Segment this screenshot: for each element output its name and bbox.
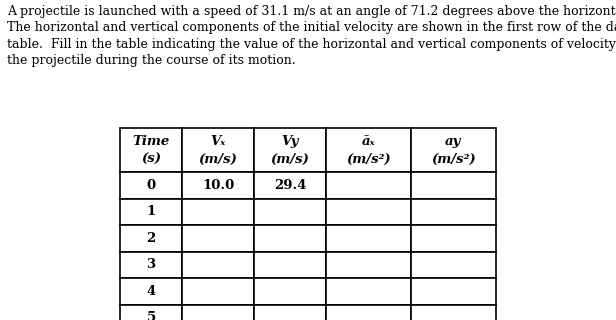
Text: 4: 4 <box>147 285 156 298</box>
Bar <box>120 198 182 225</box>
Bar <box>411 172 496 198</box>
Text: 0: 0 <box>147 179 156 192</box>
Bar <box>254 252 326 278</box>
Text: 1: 1 <box>147 205 156 218</box>
Text: ay: ay <box>445 135 461 148</box>
Bar <box>254 305 326 320</box>
Bar <box>182 128 254 172</box>
Bar <box>326 172 411 198</box>
Text: (m/s): (m/s) <box>270 153 309 166</box>
Bar <box>254 198 326 225</box>
Text: 10.0: 10.0 <box>202 179 234 192</box>
Bar <box>411 278 496 305</box>
Bar <box>182 252 254 278</box>
Text: 29.4: 29.4 <box>274 179 306 192</box>
Text: (m/s): (m/s) <box>198 153 237 166</box>
Bar <box>254 172 326 198</box>
Bar <box>326 198 411 225</box>
Bar <box>411 252 496 278</box>
Bar <box>182 278 254 305</box>
Bar <box>411 128 496 172</box>
Text: 3: 3 <box>147 258 156 271</box>
Text: (m/s²): (m/s²) <box>431 153 476 166</box>
Text: 5: 5 <box>147 311 156 320</box>
Bar <box>120 172 182 198</box>
Text: Vₓ: Vₓ <box>211 135 225 148</box>
Bar <box>326 305 411 320</box>
Bar <box>326 252 411 278</box>
Bar <box>326 278 411 305</box>
Bar <box>254 128 326 172</box>
Bar <box>120 252 182 278</box>
Bar <box>326 128 411 172</box>
Bar <box>182 198 254 225</box>
Bar <box>120 128 182 172</box>
Bar <box>254 278 326 305</box>
Bar <box>120 225 182 252</box>
Bar <box>182 305 254 320</box>
Bar <box>254 225 326 252</box>
Bar <box>182 172 254 198</box>
Bar <box>411 198 496 225</box>
Bar <box>120 305 182 320</box>
Text: A projectile is launched with a speed of 31.1 m/s at an angle of 71.2 degrees ab: A projectile is launched with a speed of… <box>7 5 616 67</box>
Bar <box>120 278 182 305</box>
Bar <box>326 225 411 252</box>
Text: Vy: Vy <box>282 135 299 148</box>
Text: āₓ: āₓ <box>362 135 375 148</box>
Bar <box>182 225 254 252</box>
Text: (m/s²): (m/s²) <box>346 153 391 166</box>
Text: 2: 2 <box>147 232 156 245</box>
Bar <box>411 305 496 320</box>
Bar <box>411 225 496 252</box>
Text: (s): (s) <box>141 153 161 166</box>
Text: Time: Time <box>132 135 169 148</box>
